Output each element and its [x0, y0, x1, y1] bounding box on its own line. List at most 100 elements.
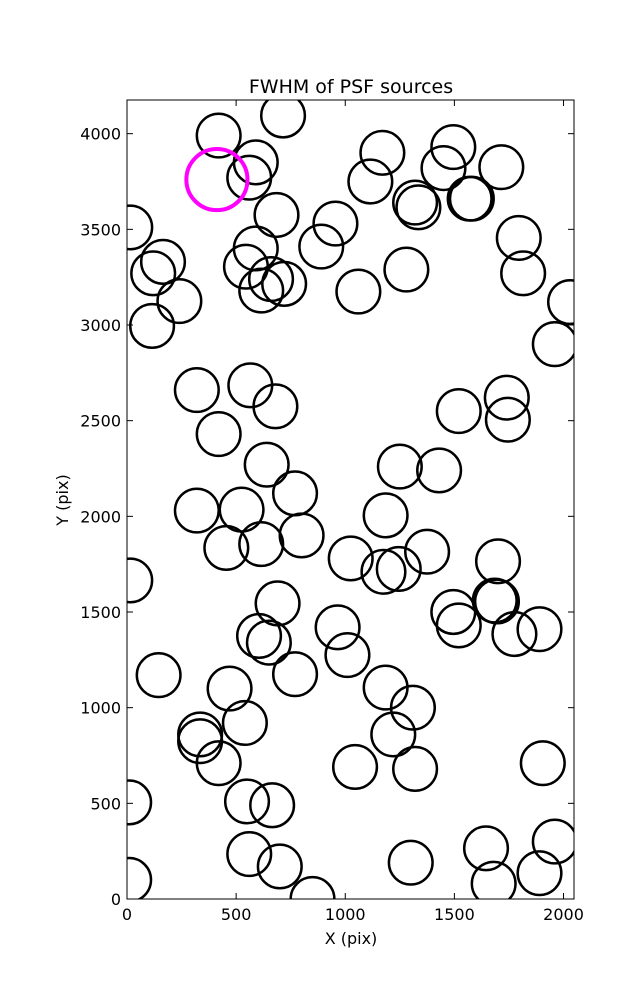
psf-source-circle [278, 512, 325, 559]
psf-source-circle [135, 652, 182, 699]
x-tick-label: 0 [122, 905, 132, 924]
psf-source-circle [226, 154, 273, 201]
plot-area: 0 500 1000 1500 2000 0 500 1000 1500 2000 2500 300… [80, 99, 584, 924]
y-axis-label: Y (pix) [53, 474, 72, 526]
psf-source-circle [243, 441, 290, 488]
psf-source-circle [546, 278, 574, 326]
psf-source-circle [206, 665, 253, 712]
chart-title: FWHM of PSF sources [249, 76, 453, 98]
psf-source-circle [127, 779, 153, 826]
psf-source-circle [420, 145, 467, 192]
psf-source-circle [360, 548, 407, 595]
y-tick-label: 2000 [80, 507, 121, 526]
psf-source-circle [235, 612, 283, 659]
psf-source-circle [332, 743, 379, 791]
highlighted-psf-source [184, 147, 250, 213]
psf-source-circle [531, 818, 574, 865]
y-tick-label: 0 [111, 890, 121, 909]
psf-source-circle [519, 740, 566, 787]
x-axis-label: X (pix) [325, 929, 378, 948]
y-axis-ticks: 0 500 1000 1500 2000 2500 3000 3500 4000 [80, 125, 574, 909]
psf-source-circle [247, 256, 295, 303]
x-tick-label: 2000 [543, 905, 584, 924]
psf-source-circle [516, 606, 563, 653]
psf-source-circle [376, 443, 423, 490]
psf-source-circle [259, 100, 307, 139]
psf-source-circle [129, 302, 176, 350]
psf-source-circle [416, 447, 463, 494]
x-axis-ticks: 0 500 1000 1500 2000 [122, 100, 584, 924]
psf-source-circle [195, 740, 242, 787]
x-tick-label: 500 [221, 905, 252, 924]
psf-source-circle [130, 250, 177, 297]
psf-source-circle [238, 267, 285, 314]
psf-source-circle [127, 557, 154, 604]
psf-source-circle [375, 545, 422, 593]
psf-source-circle [516, 850, 563, 897]
psf-source-circle [395, 184, 442, 231]
psf-source-circle [362, 492, 409, 539]
psf-source-circle [387, 839, 434, 886]
psf-source-circle [324, 631, 371, 679]
psf-source-circle [430, 123, 477, 171]
psf-source-circle [252, 383, 299, 430]
psf-source-circle [245, 619, 292, 666]
psf-source-circle [435, 602, 482, 649]
psf-source-circle [222, 243, 270, 290]
psf-source-circle [221, 699, 268, 747]
psf-source-circle [392, 745, 439, 792]
psf-source-circle [203, 524, 250, 571]
psf-source-circle [226, 830, 273, 878]
psf-source-circle [173, 366, 220, 414]
psf-source-circle [271, 651, 319, 698]
psf-source-circle [253, 191, 300, 239]
psf-source-circle [127, 204, 154, 251]
psf-source-circle [327, 535, 374, 582]
psf-source-circle [195, 410, 242, 458]
psf-source-circle [470, 860, 517, 899]
y-tick-label: 500 [90, 794, 121, 813]
psf-source-circle [298, 223, 345, 270]
psf-source-circle [335, 268, 382, 315]
psf-source-circle [435, 388, 482, 435]
psf-source-circle [404, 528, 451, 575]
psf-source-circle [483, 374, 530, 421]
y-tick-label: 1500 [80, 603, 121, 622]
psf-source-circle [312, 200, 359, 247]
psf-source-circle [195, 112, 242, 159]
psf-source-circle [139, 238, 187, 285]
psf-source-circle [370, 711, 417, 758]
psf-source-circle [500, 250, 547, 297]
x-tick-label: 1000 [325, 905, 366, 924]
psf-source-circle [347, 158, 394, 205]
psf-source-circle [531, 321, 574, 368]
x-tick-label: 1500 [434, 905, 475, 924]
data-markers [127, 100, 574, 899]
psf-source-circle [156, 278, 203, 325]
y-tick-label: 4000 [80, 125, 121, 144]
y-tick-label: 2500 [80, 412, 121, 431]
psf-source-circle [238, 521, 285, 568]
axes-frame [126, 99, 575, 900]
psf-source-circle [392, 179, 439, 226]
psf-source-circle [491, 610, 538, 658]
y-tick-label: 3000 [80, 316, 121, 335]
psf-source-circle [314, 604, 361, 651]
psf-source-circle [256, 843, 303, 890]
psf-source-circle [448, 175, 495, 222]
psf-source-circle [359, 129, 406, 176]
psf-source-circle [127, 856, 153, 899]
psf-source-circle [383, 246, 430, 293]
psf-source-circle [462, 825, 510, 872]
psf-source-circle [495, 214, 542, 262]
y-tick-label: 1000 [80, 699, 121, 718]
psf-source-circle [389, 684, 437, 731]
psf-source-circle [474, 538, 522, 585]
psf-source-circle [249, 782, 296, 829]
psf-source-circle [223, 778, 271, 825]
y-tick-label: 3500 [80, 220, 121, 239]
psf-source-circle [484, 396, 531, 443]
psf-source-circle [478, 144, 525, 191]
